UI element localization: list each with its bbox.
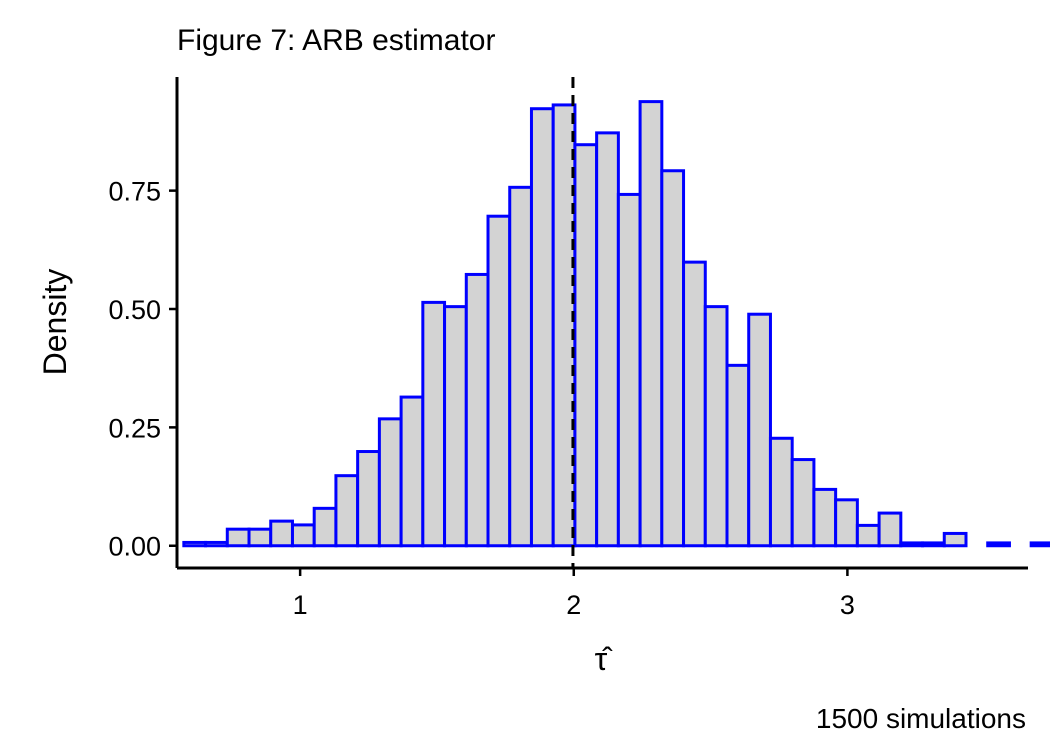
axes	[175, 77, 1028, 570]
y-axis-title: Density	[37, 269, 73, 376]
histogram-bar	[638, 100, 664, 548]
histogram-bar	[855, 523, 881, 548]
histogram-bar	[529, 107, 555, 548]
histogram-bar	[725, 363, 751, 548]
histogram-bar	[334, 474, 360, 548]
x-tick-label: 2	[566, 590, 581, 620]
histogram-bar	[421, 300, 447, 548]
chart-title: Figure 7: ARB estimator	[177, 24, 495, 57]
histogram-bar	[356, 450, 381, 548]
histogram-bar	[595, 131, 620, 548]
histogram-bar	[312, 506, 338, 548]
histogram-bar	[399, 395, 425, 548]
y-tick-label: 0.00	[108, 532, 161, 562]
histogram-bar	[660, 169, 686, 548]
histogram-bar	[790, 458, 816, 548]
histogram-bar	[682, 260, 707, 548]
histogram-bar	[486, 214, 512, 548]
histogram-bar	[986, 541, 1011, 548]
histogram-bar	[573, 143, 599, 548]
histogram-bar	[899, 541, 925, 548]
histogram-bar	[269, 519, 294, 548]
x-ticks: 1 2 3	[293, 568, 855, 620]
y-tick-label: 0.25	[108, 413, 161, 443]
histogram-bar	[616, 192, 642, 548]
histogram-bar	[377, 417, 403, 548]
histogram-bar	[204, 540, 229, 548]
histogram-bar	[508, 185, 533, 548]
histogram-bar	[812, 487, 838, 548]
histogram-bar	[703, 305, 729, 548]
histogram-bar	[768, 436, 794, 548]
histogram-bar	[225, 527, 251, 548]
histogram-bar	[443, 305, 468, 548]
histogram-bar	[290, 523, 316, 548]
histogram-bars	[182, 100, 1050, 548]
histogram-bar	[877, 511, 903, 548]
histogram-bar	[747, 312, 772, 548]
x-tick-label: 1	[293, 590, 308, 620]
y-tick-label: 0.50	[108, 295, 161, 325]
y-tick-label: 0.75	[108, 177, 161, 207]
x-axis-title: τ̂	[595, 641, 614, 677]
y-ticks: 0.00 0.25 0.50 0.75	[108, 177, 177, 562]
chart-caption: 1500 simulations	[816, 703, 1026, 734]
histogram-bar	[182, 540, 208, 548]
x-tick-label: 3	[840, 590, 855, 620]
histogram-bar	[1029, 541, 1050, 548]
histogram-bar	[464, 272, 490, 548]
histogram-bar	[921, 541, 946, 548]
histogram-bar	[942, 531, 968, 548]
histogram-bar	[834, 498, 859, 548]
histogram-bar	[247, 527, 273, 548]
